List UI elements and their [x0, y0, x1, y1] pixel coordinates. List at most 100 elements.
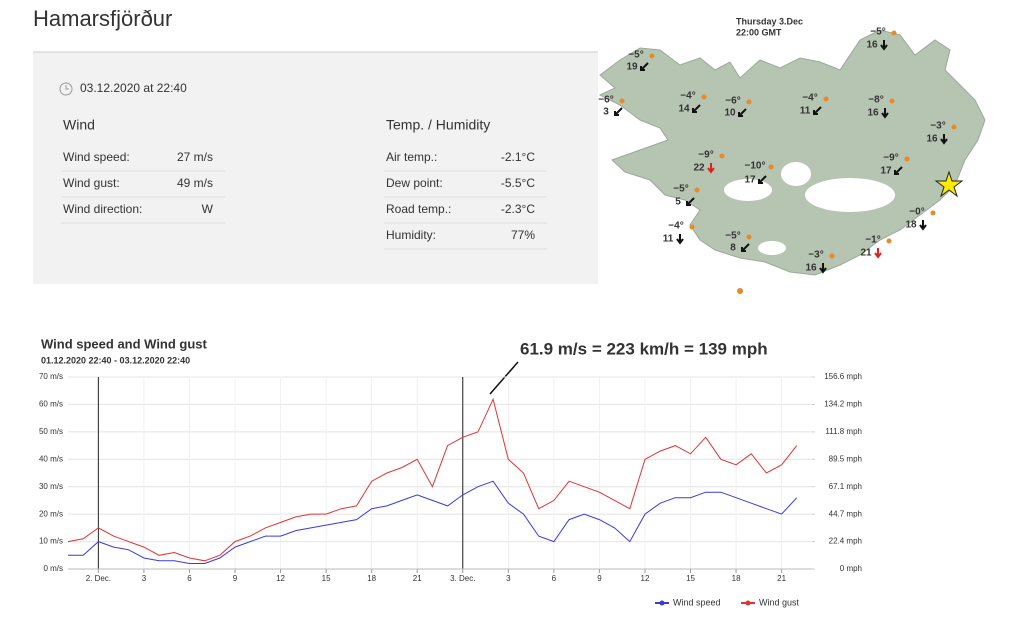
glacier [724, 179, 772, 201]
station-dot [689, 224, 695, 230]
row-label: Road temp.: [386, 202, 451, 216]
wind-arrow [640, 62, 649, 71]
station-card [33, 52, 598, 284]
wind-arrow [741, 243, 750, 252]
station-dot [930, 210, 936, 216]
station-temp: −4° [668, 221, 683, 232]
row-label: Dew point: [386, 176, 443, 190]
x-tick-label: 12 [276, 574, 285, 583]
station-wind: 19 [626, 62, 638, 73]
clock-hand [65, 85, 69, 90]
wind-arrow [707, 163, 715, 174]
wind-arrow [614, 107, 623, 116]
station-temp: −5° [870, 27, 885, 38]
y-tick-label: 40 m/s [39, 454, 63, 463]
x-tick-label: 15 [322, 574, 331, 583]
station-temp: −5° [673, 184, 688, 195]
station-wind: 10 [724, 108, 736, 119]
legend-dot [659, 600, 665, 606]
station-temp: −0° [909, 207, 924, 218]
x-tick-label: 18 [732, 574, 741, 583]
station-dot [719, 153, 725, 159]
station-dot [823, 96, 829, 102]
page-title: Hamarsfjörður [33, 6, 172, 31]
glacier [758, 241, 786, 255]
island [598, 29, 986, 276]
station-wind: 3 [603, 107, 609, 118]
x-tick-label: 6 [187, 574, 192, 583]
station-wind: 11 [663, 234, 674, 245]
map: Thursday 3.Dec 22:00 GMT −5°19−6°3−4°14−… [598, 16, 986, 294]
map-time: 22:00 GMT [736, 27, 782, 37]
wind-arrow [881, 108, 889, 119]
station-wind: 16 [867, 108, 879, 119]
station-temp: −9° [883, 153, 898, 164]
series-line [67, 397, 798, 562]
wind-arrow [813, 106, 822, 115]
y-tick-label: 20 m/s [39, 509, 63, 518]
legend-dot [745, 600, 751, 606]
station-wind: 8 [730, 243, 736, 254]
x-tick-label: 3. Dec. [450, 574, 475, 583]
station-dot [768, 164, 774, 170]
row-label: Wind gust: [63, 176, 120, 190]
station-temp: −5° [628, 50, 643, 61]
wind-arrow [692, 104, 701, 113]
wind-arrow [686, 197, 695, 206]
y2-tick-label: 44.7 mph [829, 509, 862, 518]
legend-label: Wind gust [759, 597, 800, 607]
station-wind: 21 [860, 248, 872, 259]
map-date: Thursday 3.Dec [736, 16, 803, 26]
glacier [805, 178, 895, 212]
x-tick-label: 18 [367, 574, 376, 583]
x-tick-label: 9 [597, 574, 602, 583]
y2-tick-label: 22.4 mph [829, 537, 862, 546]
station-dot [904, 156, 910, 162]
y-tick-label: 30 m/s [39, 482, 63, 491]
station-dot [694, 187, 700, 193]
station-temp: −3° [808, 250, 823, 261]
wind-arrow [919, 220, 927, 231]
station-wind: 16 [926, 134, 938, 145]
x-tick-label: 3 [142, 574, 147, 583]
x-tick-label: 3 [506, 574, 511, 583]
station-temp: −1° [865, 235, 880, 246]
wind-title: Wind [63, 117, 95, 133]
row-value: -5.5°C [501, 176, 535, 190]
row-value: 27 m/s [177, 150, 213, 164]
legend-label: Wind speed [673, 597, 721, 607]
wind-arrow [738, 108, 747, 117]
station-dot [951, 124, 957, 130]
peak-annotation: 61.9 m/s = 223 km/h = 139 mph [520, 339, 768, 358]
station-dot [737, 288, 743, 294]
series-line [68, 480, 798, 564]
wind-arrow [880, 40, 888, 51]
station-wind: 17 [880, 166, 892, 177]
station-temp: −6° [725, 96, 740, 107]
x-tick-label: 2. Dec. [86, 574, 111, 583]
station-dot [886, 238, 892, 244]
station-temp: −10° [745, 161, 766, 172]
x-tick-label: 12 [641, 574, 650, 583]
y-tick-label: 10 m/s [39, 537, 63, 546]
station-temp: −5° [725, 231, 740, 242]
wind-arrow [874, 248, 882, 259]
station-dot [829, 253, 835, 259]
temp-title: Temp. / Humidity [386, 117, 490, 133]
y2-tick-label: 111.8 mph [825, 427, 862, 436]
wind-arrow [894, 166, 903, 175]
location-star [934, 170, 964, 198]
station-wind: 16 [866, 40, 878, 51]
station-temp: −3° [930, 121, 945, 132]
timestamp: 03.12.2020 at 22:40 [80, 81, 187, 95]
station-temp: −6° [598, 95, 613, 106]
x-tick-label: 21 [413, 574, 422, 583]
y2-tick-label: 134.2 mph [824, 400, 862, 409]
x-tick-label: 15 [686, 574, 695, 583]
row-value: -2.1°C [501, 150, 535, 164]
station-temp: −8° [868, 95, 883, 106]
x-tick-label: 21 [777, 574, 786, 583]
chart-title: Wind speed and Wind gust [41, 336, 208, 351]
row-value: 77% [511, 228, 535, 242]
